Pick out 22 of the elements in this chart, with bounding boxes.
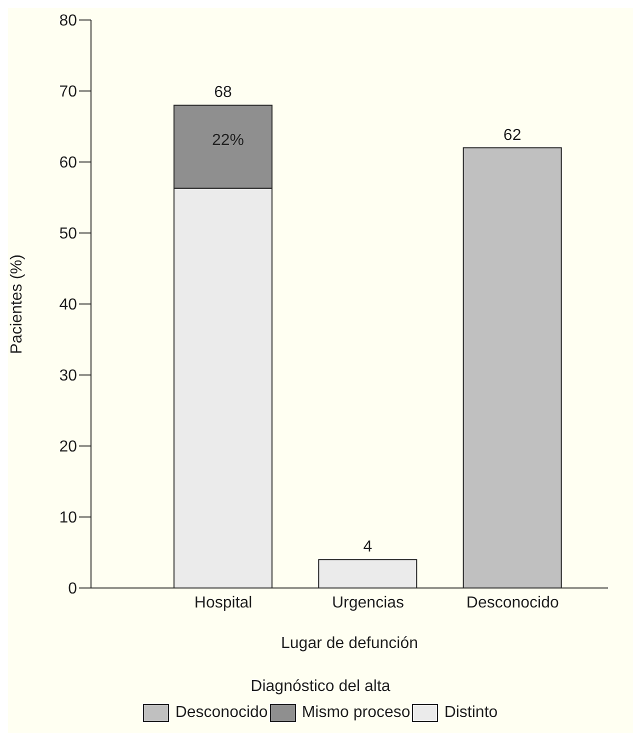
x-tick-label: Desconocido	[466, 594, 560, 612]
total-label: 62	[503, 126, 522, 144]
y-tick-label: 60	[59, 154, 78, 172]
y-tick-label: 0	[68, 580, 78, 598]
legend-label: Desconocido	[174, 704, 268, 722]
y-tick-label: 70	[59, 84, 78, 101]
legend-title: Diagnóstico del alta	[250, 678, 392, 696]
y-tick-label: 30	[59, 368, 78, 385]
x-axis-title: Lugar de defunción	[281, 635, 418, 652]
annotation: 22%	[210, 132, 246, 150]
y-tick-label: 20	[59, 438, 78, 456]
y-tick-label: 50	[59, 226, 78, 243]
total-label: 4	[363, 538, 372, 556]
x-tick-label: Hospital	[194, 594, 252, 612]
y-tick-label: 10	[59, 510, 78, 527]
total-label: 68	[214, 84, 232, 102]
y-tick-label: 40	[59, 296, 78, 314]
x-tick-label: Urgencias	[332, 594, 404, 612]
legend-label: Mismo proceso	[300, 704, 410, 722]
y-axis-title: Pacientes (%)	[8, 254, 26, 354]
y-tick-label: 80	[59, 12, 78, 30]
legend-label: Distinto	[443, 704, 498, 722]
